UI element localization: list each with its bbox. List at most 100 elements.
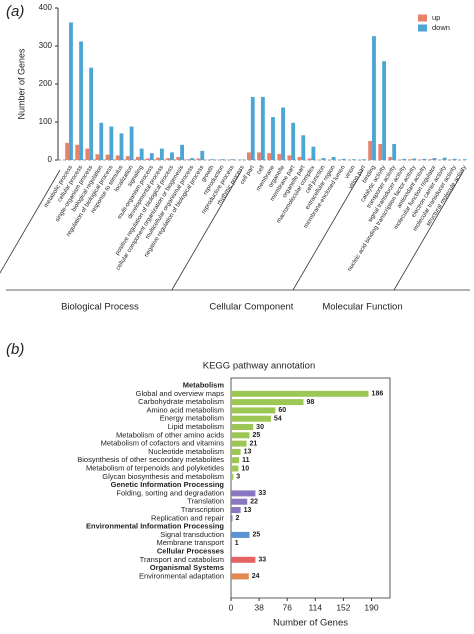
x-tick-label: 0 bbox=[229, 602, 234, 612]
y-tick-label: 100 bbox=[39, 117, 53, 126]
bar bbox=[452, 158, 457, 160]
group-header: Cellular Processes bbox=[157, 546, 224, 555]
group-label: Cellular Component bbox=[209, 302, 293, 313]
bar bbox=[378, 144, 383, 160]
group-header: Environmental Information Processing bbox=[86, 522, 224, 531]
bar bbox=[231, 515, 233, 522]
bar bbox=[267, 153, 272, 160]
legend-label: up bbox=[432, 13, 440, 22]
bar bbox=[301, 135, 306, 160]
bar bbox=[166, 158, 171, 160]
category-label: Environmental adaptation bbox=[139, 571, 224, 580]
value-label: 13 bbox=[244, 449, 252, 456]
bar bbox=[119, 133, 124, 160]
bar bbox=[307, 158, 312, 160]
x-tick-label: 190 bbox=[364, 602, 378, 612]
bar bbox=[135, 156, 140, 160]
bar bbox=[231, 390, 369, 397]
bar bbox=[231, 540, 232, 547]
value-label: 60 bbox=[278, 407, 286, 414]
group-header: Metabolism bbox=[183, 380, 225, 389]
category-label: Lipid metabolism bbox=[168, 422, 224, 431]
bar bbox=[311, 146, 316, 160]
category-label: Transport and catabolism bbox=[140, 555, 224, 564]
y-tick-label: 200 bbox=[39, 79, 53, 88]
category-label: Carbohydrate metabolism bbox=[138, 397, 224, 406]
value-label: 10 bbox=[241, 465, 249, 472]
bar bbox=[231, 457, 240, 464]
bar bbox=[139, 148, 144, 160]
bar bbox=[200, 150, 205, 160]
bar bbox=[231, 432, 250, 439]
bar bbox=[231, 556, 256, 563]
bar bbox=[69, 22, 73, 160]
bar bbox=[257, 152, 261, 160]
bar bbox=[408, 159, 413, 160]
x-tick-label: 152 bbox=[336, 602, 350, 612]
bar bbox=[271, 117, 275, 160]
bar bbox=[361, 159, 366, 160]
category-label: Membrane transport bbox=[156, 538, 224, 547]
group-bracket bbox=[292, 169, 364, 291]
y-tick-label: 400 bbox=[39, 3, 53, 12]
category-label: Metabolism of cofactors and vitamins bbox=[101, 439, 225, 448]
bar bbox=[351, 159, 356, 160]
group-bracket bbox=[171, 169, 243, 291]
bar bbox=[231, 498, 248, 505]
x-axis-label: Number of Genes bbox=[273, 618, 348, 629]
category-label: Folding, sorting and degradation bbox=[116, 488, 224, 497]
bar bbox=[291, 122, 296, 160]
category-label: Transcription bbox=[181, 505, 224, 514]
category-label: Amino acid metabolism bbox=[146, 405, 224, 414]
bar bbox=[75, 144, 80, 160]
bar bbox=[231, 407, 276, 414]
value-label: 25 bbox=[252, 532, 260, 539]
bar bbox=[79, 41, 83, 160]
bar bbox=[331, 156, 336, 160]
category-label: Glycan biosynthesis and metabolism bbox=[102, 472, 224, 481]
y-tick-label: 300 bbox=[39, 41, 53, 50]
bar bbox=[149, 153, 154, 160]
bar bbox=[231, 531, 250, 538]
group-label: Biological Process bbox=[61, 302, 139, 313]
bar bbox=[129, 126, 134, 160]
x-tick-label: 76 bbox=[282, 602, 292, 612]
legend-swatch bbox=[418, 14, 427, 22]
category-label: Metabolism of other amino acids bbox=[116, 430, 224, 439]
bar bbox=[109, 126, 114, 160]
value-label: 98 bbox=[306, 399, 314, 406]
bar bbox=[231, 424, 254, 430]
bar bbox=[392, 144, 397, 160]
plot-frame bbox=[230, 377, 391, 599]
group-header: Genetic Information Processing bbox=[111, 480, 225, 489]
group-header: Organismal Systems bbox=[150, 563, 224, 572]
x-tick-label: 38 bbox=[254, 602, 264, 612]
panel-label: (a) bbox=[6, 3, 24, 20]
bar bbox=[432, 158, 437, 160]
bar bbox=[442, 157, 447, 160]
bar bbox=[287, 155, 292, 160]
bar bbox=[321, 158, 326, 160]
category-label: Translation bbox=[187, 497, 224, 506]
bar bbox=[146, 158, 150, 160]
bar bbox=[176, 156, 181, 160]
value-label: 13 bbox=[244, 507, 252, 514]
value-label: 2 bbox=[235, 515, 239, 522]
bar bbox=[341, 158, 346, 160]
bar bbox=[196, 158, 201, 160]
value-label: 11 bbox=[242, 457, 250, 464]
bar bbox=[210, 159, 215, 160]
bar bbox=[220, 159, 225, 160]
bar bbox=[231, 473, 234, 480]
bar bbox=[412, 158, 417, 160]
value-label: 33 bbox=[258, 490, 266, 497]
bar bbox=[462, 159, 467, 160]
bar bbox=[105, 154, 110, 160]
legend-label: down bbox=[432, 23, 450, 32]
bar bbox=[170, 152, 174, 160]
bar bbox=[231, 465, 239, 472]
bar bbox=[230, 159, 235, 160]
bar bbox=[428, 159, 433, 160]
group-bracket bbox=[0, 169, 61, 274]
